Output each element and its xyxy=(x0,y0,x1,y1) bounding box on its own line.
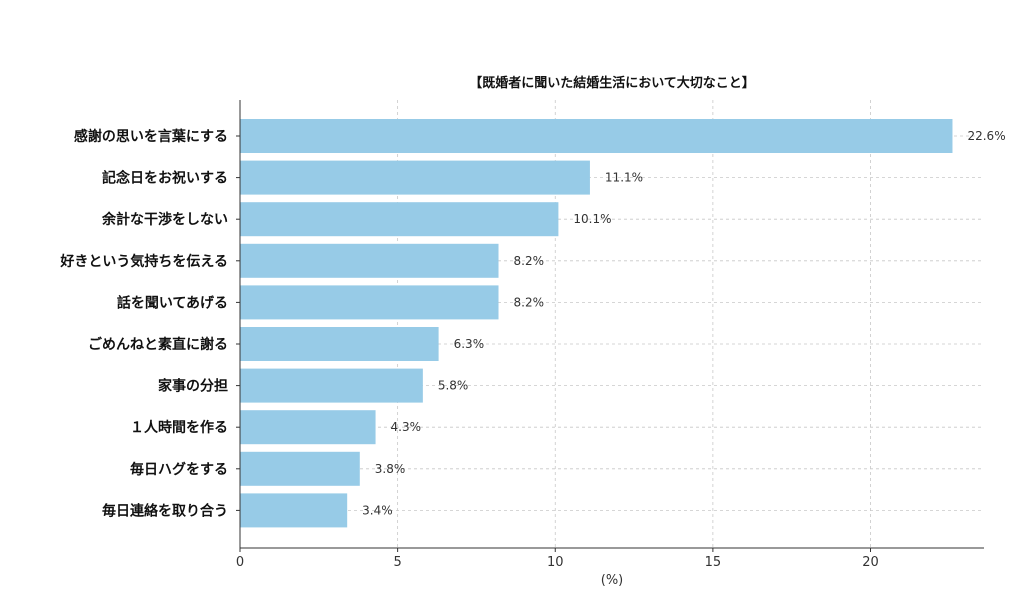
category-label: 話を聞いてあげる xyxy=(117,294,228,311)
bar xyxy=(240,119,953,153)
value-label: 22.6% xyxy=(967,129,1005,143)
value-label: 10.1% xyxy=(573,212,611,226)
category-label: １人時間を作る xyxy=(130,419,228,436)
x-tick-label: 5 xyxy=(393,555,401,570)
value-label: 5.8% xyxy=(438,379,469,393)
bar xyxy=(240,285,499,320)
bar xyxy=(240,368,423,403)
x-tick-label: 15 xyxy=(705,555,722,570)
axes xyxy=(239,100,984,549)
value-label: 3.8% xyxy=(375,462,406,476)
chart-title: 【既婚者に聞いた結婚生活において大切なこと】 xyxy=(469,75,755,91)
category-label: 家事の分担 xyxy=(158,378,228,395)
value-label: 8.2% xyxy=(514,254,545,268)
category-label: 余計な干渉をしない xyxy=(101,211,228,228)
category-label: 毎日連絡を取り合う xyxy=(102,502,228,519)
bars xyxy=(240,119,953,528)
category-label: ごめんねと素直に謝る xyxy=(88,336,228,353)
labels: 0 5 10 15 20 感謝の思いを言葉にする 22.6% 記念日をお祝いする 11.1% 余計… xyxy=(59,128,1005,570)
x-tick-label: 10 xyxy=(547,555,564,570)
bar xyxy=(240,160,590,195)
value-label: 6.3% xyxy=(454,337,485,351)
bar xyxy=(240,451,360,486)
value-label: 3.4% xyxy=(362,503,393,517)
category-label: 毎日ハグをする xyxy=(130,461,228,478)
category-label: 好きという気持ちを伝える xyxy=(59,253,228,270)
x-axis-label: (%) xyxy=(601,573,624,588)
bar xyxy=(240,410,376,445)
bar xyxy=(240,327,439,361)
bar xyxy=(240,243,499,278)
category-label: 記念日をお祝いする xyxy=(102,170,228,187)
category-label: 感謝の思いを言葉にする xyxy=(74,128,228,145)
bar xyxy=(240,493,348,528)
value-label: 11.1% xyxy=(605,171,643,185)
grid-lines xyxy=(236,100,984,552)
x-tick-label: 0 xyxy=(236,555,244,570)
value-label: 8.2% xyxy=(514,295,545,309)
value-label: 4.3% xyxy=(391,420,422,434)
bar xyxy=(240,202,559,237)
x-tick-label: 20 xyxy=(862,555,879,570)
